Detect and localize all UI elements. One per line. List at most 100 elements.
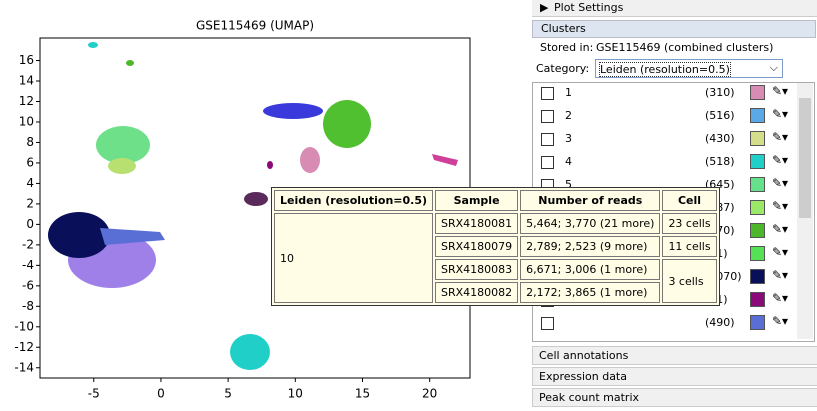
y-tick-label: 14 [19, 74, 34, 88]
edit-icon: ✎▾ [772, 176, 789, 190]
x-tick-label: 15 [355, 387, 370, 401]
y-tick-label: 2 [26, 196, 34, 210]
checkbox[interactable] [541, 110, 554, 123]
tooltip-header: Number of reads [520, 190, 661, 211]
edit-icon: ✎▾ [772, 222, 789, 236]
cluster-count: (518) [705, 155, 735, 168]
plot-settings-header[interactable]: ▶ Plot Settings [532, 0, 817, 17]
cluster-row[interactable]: 4 (518) ✎▾ [532, 152, 796, 174]
color-swatch [750, 85, 765, 100]
tooltip-row: SRX4180083 6,671; 3,006 (1 more) 3 cells [274, 259, 717, 303]
checkbox[interactable] [541, 317, 554, 330]
checkbox[interactable] [541, 133, 554, 146]
tooltip: Leiden (resolution=0.5) Sample Number of r… [271, 187, 720, 306]
tooltip-cell: SRX4180082 [435, 282, 519, 303]
cluster-label: 2 [565, 109, 572, 122]
plot-title: GSE115469 (UMAP) [196, 19, 314, 33]
cluster-blob [263, 103, 323, 119]
tooltip-row: 10 SRX4180081 5,464; 3,770 (21 more) 23 cel… [274, 213, 717, 303]
y-tick-label: 6 [26, 155, 34, 169]
tooltip-cell: SRX4180083 [435, 259, 519, 280]
clusters-section[interactable]: Clusters [532, 20, 816, 38]
checkbox[interactable] [541, 87, 554, 100]
cluster-blob [300, 147, 320, 173]
tooltip-header: Sample [435, 190, 519, 211]
edit-icon: ✎▾ [772, 245, 789, 259]
cluster-blob [432, 154, 458, 166]
cluster-label: 5 [565, 178, 572, 191]
edit-icon: ✎▾ [772, 84, 789, 98]
category-label: Category: [536, 62, 590, 75]
color-swatch [750, 177, 765, 192]
edit-icon: ✎▾ [772, 130, 789, 144]
y-tick-label: 16 [19, 53, 34, 67]
stored-label: Stored in: [540, 41, 594, 54]
tooltip-cell: 2,789; 2,523 (9 more) [520, 236, 661, 257]
cluster-blob [96, 126, 150, 164]
tooltip-cell: 2,172; 3,865 (1 more) [520, 282, 661, 303]
cluster-blob [88, 42, 98, 48]
color-swatch [750, 108, 765, 123]
color-swatch [750, 154, 765, 169]
y-tick-label: -10 [14, 319, 34, 333]
scrollbar[interactable] [797, 83, 813, 339]
cluster-blob [267, 161, 273, 169]
x-tick-label: -5 [88, 387, 100, 401]
color-swatch [750, 200, 765, 215]
color-swatch [750, 246, 765, 261]
checkbox[interactable] [541, 156, 554, 169]
cluster-label: 3 [565, 132, 572, 145]
x-tick-label: 10 [288, 387, 303, 401]
collapsed-section[interactable]: Cell annotations [532, 346, 817, 365]
collapsed-section[interactable]: Expression data [532, 367, 817, 386]
y-tick-label: -12 [14, 340, 34, 354]
plot: GSE115469 (UMAP) -5 0 5 10 15 20-14-12-10-8-6… [14, 19, 471, 401]
tooltip-cell: 3 cells [662, 259, 717, 303]
section-title: Clusters [541, 22, 586, 35]
collapsed-section[interactable]: Peak count matrix [532, 388, 817, 407]
cluster-row[interactable]: (490) ✎▾ [532, 313, 796, 335]
cluster-blob [230, 334, 270, 370]
tooltip-header-row: Leiden (resolution=0.5) Sample Number of r… [274, 190, 717, 211]
tooltip-cell: 5,464; 3,770 (21 more) [520, 213, 661, 234]
cluster-row[interactable]: 3 (430) ✎▾ [532, 129, 796, 151]
tooltip-header: Cell [662, 190, 717, 211]
tooltip-header: Leiden (resolution=0.5) [274, 190, 434, 211]
tooltip-cell: SRX4180081 [435, 213, 519, 234]
tooltip-row: SRX4180079 2,789; 2,523 (9 more) 11 cells [274, 236, 717, 257]
y-tick-label: -8 [22, 299, 34, 313]
cluster-row[interactable]: 1 (310) ✎▾ [532, 83, 796, 105]
cluster-label: 4 [565, 155, 572, 168]
edit-icon: ✎▾ [772, 153, 789, 167]
tooltip-cell: 23 cells [662, 213, 717, 234]
cluster-label: 1 [565, 86, 572, 99]
tooltip-cell: SRX4180079 [435, 236, 519, 257]
cluster-blob [100, 228, 165, 245]
dropdown-text: Leiden (resolution=0.5) [599, 62, 731, 77]
edit-icon: ✎▾ [772, 314, 789, 328]
tooltip-row: SRX4180082 2,172; 3,865 (1 more) [274, 282, 717, 303]
color-swatch [750, 315, 765, 330]
cluster-blob [48, 212, 110, 258]
edit-icon: ✎▾ [772, 107, 789, 121]
y-tick-label: 12 [19, 94, 34, 108]
category-dropdown[interactable]: Leiden (resolution=0.5) ⌵ [595, 59, 783, 78]
y-tick-label: 0 [26, 217, 34, 231]
edit-icon: ✎▾ [772, 291, 789, 305]
tooltip-cell: 11 cells [662, 236, 717, 257]
color-swatch [750, 292, 765, 307]
tooltip-cluster: 10 [274, 213, 434, 303]
clusters [48, 42, 458, 370]
tooltip-cell: 6,671; 3,006 (1 more) [520, 259, 661, 280]
color-swatch [750, 131, 765, 146]
cluster-row[interactable]: 2 (516) ✎▾ [532, 106, 796, 128]
header-text: Plot Settings [554, 1, 624, 14]
y-tick-label: -2 [22, 237, 34, 251]
stored-value: GSE115469 (combined clusters) [596, 41, 774, 54]
edit-icon: ✎▾ [772, 199, 789, 213]
cluster-blob [244, 192, 268, 206]
color-swatch [750, 269, 765, 284]
y-tick-label: 8 [26, 135, 34, 149]
y-tick-label: 10 [19, 114, 34, 128]
